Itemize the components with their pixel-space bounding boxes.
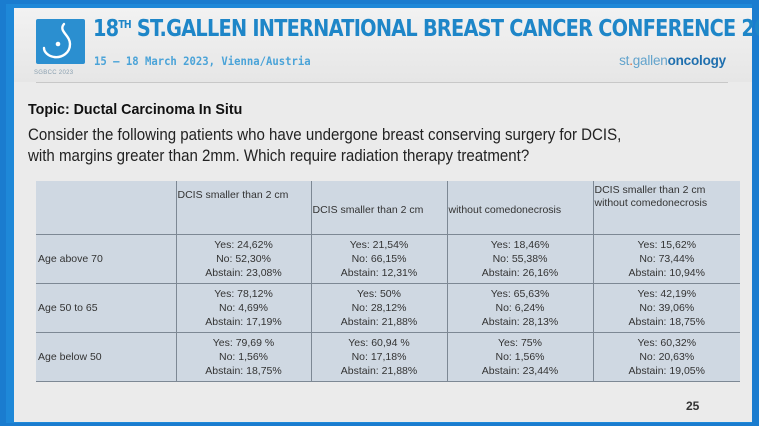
slide: SGBCC 2023 18TH ST.GALLEN INTERNATIONAL …	[14, 8, 759, 422]
no-value: No: 55,38%	[492, 253, 548, 265]
row-label: Age 50 to 65	[36, 283, 177, 333]
abstain-value: Abstain: 17,19%	[205, 316, 282, 328]
table-row: Age above 70 Yes: 24,62% No: 52,30% Abstai…	[36, 234, 740, 284]
conference-logo-icon	[36, 19, 85, 64]
brand-dot: .	[629, 53, 633, 68]
slide-topic: Topic: Ductal Carcinoma In Situ	[28, 101, 243, 118]
abstain-value: Abstain: 28,13%	[481, 316, 559, 328]
table-cell: Yes: 18,46% No: 55,38% Abstain: 26,16%	[446, 234, 594, 284]
brand-oncology: oncology	[667, 53, 727, 68]
yes-value: Yes: 78,12%	[214, 288, 273, 300]
brand-gallen: gallen	[632, 53, 668, 68]
no-value: No: 66,15%	[351, 253, 407, 265]
table-cell: Yes: 50% No: 28,12% Abstain: 21,88%	[310, 283, 448, 333]
logo-caption: SGBCC 2023	[34, 70, 74, 76]
table-cell: Yes: 24,62% No: 52,30% Abstain: 23,08%	[175, 234, 312, 284]
table-cell: Yes: 60,32% No: 20,63% Abstain: 19,05%	[592, 332, 740, 382]
yes-value: Yes: 18,46%	[490, 239, 550, 251]
table-cell: Yes: 21,54% No: 66,15% Abstain: 12,31%	[310, 234, 448, 284]
brand-st: st	[619, 53, 630, 68]
yes-value: Yes: 21,54%	[349, 239, 409, 251]
header-line: DCIS smaller than 2 cm	[312, 204, 424, 216]
table-cell: Yes: 79,69 % No: 1,56% Abstain: 18,75%	[175, 332, 312, 382]
yes-value: Yes: 15,62%	[637, 239, 697, 251]
no-value: No: 1,56%	[495, 351, 545, 363]
table-cell: Yes: 78,12% No: 4,69% Abstain: 17,19%	[175, 283, 312, 333]
abstain-value: Abstain: 19,05%	[628, 365, 705, 377]
header-cell-empty	[36, 181, 177, 235]
header-line: without comedonecrosis	[594, 197, 708, 209]
no-value: No: 28,12%	[351, 302, 407, 314]
table-row: Age 50 to 65 Yes: 78,12% No: 4,69% Abstain…	[36, 283, 740, 333]
no-value: No: 1,56%	[218, 351, 269, 363]
abstain-value: Abstain: 26,16%	[481, 267, 559, 279]
header-cell: without comedonecrosis	[446, 181, 594, 235]
yes-value: Yes: 65,63%	[490, 288, 550, 300]
yes-value: Yes: 79,69 %	[212, 337, 275, 349]
table-cell: Yes: 65,63% No: 6,24% Abstain: 28,13%	[446, 283, 594, 333]
abstain-value: Abstain: 23,44%	[481, 365, 559, 377]
table-cell: Yes: 60,94 % No: 17,18% Abstain: 21,88%	[310, 332, 448, 382]
no-value: No: 73,44%	[639, 253, 695, 265]
header-line: without comedonecrosis	[448, 204, 562, 216]
title-number: 18	[93, 16, 119, 42]
abstain-value: Abstain: 23,08%	[205, 267, 282, 279]
yes-value: Yes: 24,62%	[214, 239, 273, 251]
yes-value: Yes: 60,32%	[637, 337, 697, 349]
abstain-value: Abstain: 21,88%	[340, 316, 418, 328]
header-cell: DCIS smaller than 2 cm	[310, 181, 448, 235]
no-value: No: 17,18%	[351, 351, 407, 363]
title-ordinal: TH	[118, 18, 131, 31]
brand-logo: st.gallenoncology	[619, 53, 726, 68]
results-table: DCIS smaller than 2 cm DCIS smaller than…	[36, 181, 740, 382]
no-value: No: 4,69%	[218, 302, 269, 314]
conference-date-location: 15 – 18 March 2023, Vienna/Austria	[94, 54, 311, 68]
abstain-value: Abstain: 21,88%	[340, 365, 418, 377]
no-value: No: 6,24%	[495, 302, 545, 314]
header-line: DCIS smaller than 2 cm	[594, 184, 706, 196]
header-line: DCIS smaller than 2 cm	[177, 189, 289, 201]
table-cell: Yes: 75% No: 1,56% Abstain: 23,44%	[446, 332, 594, 382]
table-cell: Yes: 15,62% No: 73,44% Abstain: 10,94%	[592, 234, 740, 284]
question-line-2: with margins greater than 2mm. Which req…	[28, 147, 530, 165]
abstain-value: Abstain: 18,75%	[628, 316, 705, 328]
row-label: Age above 70	[36, 234, 177, 284]
conference-title: 18TH ST.GALLEN INTERNATIONAL BREAST CANC…	[93, 16, 759, 42]
slide-header: SGBCC 2023 18TH ST.GALLEN INTERNATIONAL …	[14, 8, 759, 82]
page-number: 25	[686, 399, 700, 413]
row-label: Age below 50	[36, 332, 177, 382]
presentation-frame: SGBCC 2023 18TH ST.GALLEN INTERNATIONAL …	[6, 4, 759, 423]
header-cell: DCIS smaller than 2 cm without comedonecr…	[592, 181, 740, 235]
header-divider	[36, 82, 728, 83]
yes-value: Yes: 50%	[357, 288, 401, 300]
table-header-row: DCIS smaller than 2 cm DCIS smaller than…	[36, 181, 740, 235]
abstain-value: Abstain: 12,31%	[340, 267, 418, 279]
slide-question: Consider the following patients who have…	[28, 125, 748, 167]
yes-value: Yes: 42,19%	[637, 288, 697, 300]
no-value: No: 52,30%	[216, 253, 271, 265]
yes-value: Yes: 75%	[498, 337, 542, 349]
question-line-1: Consider the following patients who have…	[28, 126, 622, 144]
header-cell: DCIS smaller than 2 cm	[175, 181, 312, 235]
yes-value: Yes: 60,94 %	[348, 337, 410, 349]
no-value: No: 20,63%	[639, 351, 695, 363]
table-cell: Yes: 42,19% No: 39,06% Abstain: 18,75%	[592, 283, 740, 333]
abstain-value: Abstain: 10,94%	[628, 267, 705, 279]
abstain-value: Abstain: 18,75%	[205, 365, 282, 377]
title-text: ST.GALLEN INTERNATIONAL BREAST CANCER CO…	[130, 16, 759, 42]
table-row: Age below 50 Yes: 79,69 % No: 1,56% Abstai…	[36, 332, 740, 382]
no-value: No: 39,06%	[639, 302, 695, 314]
